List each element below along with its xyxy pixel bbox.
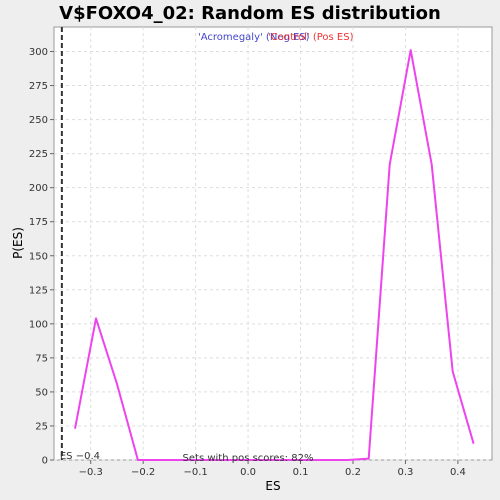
- x-tick-label: 0.0: [240, 467, 256, 478]
- y-tick-label: 100: [29, 319, 48, 330]
- y-tick-label: 300: [29, 47, 48, 58]
- series-line: [74, 49, 475, 461]
- series-layer: [74, 49, 475, 461]
- y-tick-label: 250: [29, 115, 48, 126]
- y-axis-ticks: 0 25 50 75 100 125 150 175 200 225 250 275 300: [29, 47, 54, 467]
- y-tick-label: 150: [29, 251, 48, 262]
- legend-entry-pos: 'Control' (Pos ES): [268, 32, 354, 43]
- y-axis-label: P(ES): [11, 227, 25, 259]
- pos-scores-annotation: Sets with pos scores: 82%: [183, 453, 314, 464]
- x-tick-label: −0.3: [79, 467, 103, 478]
- y-tick-label: 200: [29, 183, 48, 194]
- observed-es-label: ES −0.4: [60, 451, 100, 462]
- legend-entry-neg: 'Acromegaly' (Neg ES): [198, 32, 310, 43]
- y-tick-label: 0: [42, 456, 48, 467]
- x-tick-label: 0.1: [293, 467, 309, 478]
- y-tick-label: 225: [29, 149, 48, 160]
- x-tick-label: −0.1: [183, 467, 207, 478]
- observed-es-layer: ES −0.4: [60, 27, 100, 462]
- y-tick-label: 75: [35, 353, 48, 364]
- y-tick-label: 50: [35, 387, 48, 398]
- x-tick-label: 0.3: [397, 467, 413, 478]
- x-axis-ticks: −0.3 −0.2 −0.1 0.0 0.1 0.2 0.3 0.4: [79, 460, 466, 478]
- y-tick-label: 175: [29, 217, 48, 228]
- x-tick-label: 0.2: [345, 467, 361, 478]
- y-tick-label: 275: [29, 81, 48, 92]
- y-tick-label: 125: [29, 285, 48, 296]
- y-tick-label: 25: [35, 421, 48, 432]
- chart-title: V$FOXO4_02: Random ES distribution: [59, 3, 441, 24]
- x-tick-label: 0.4: [450, 467, 466, 478]
- x-axis-label: ES: [265, 479, 280, 493]
- x-tick-label: −0.2: [131, 467, 155, 478]
